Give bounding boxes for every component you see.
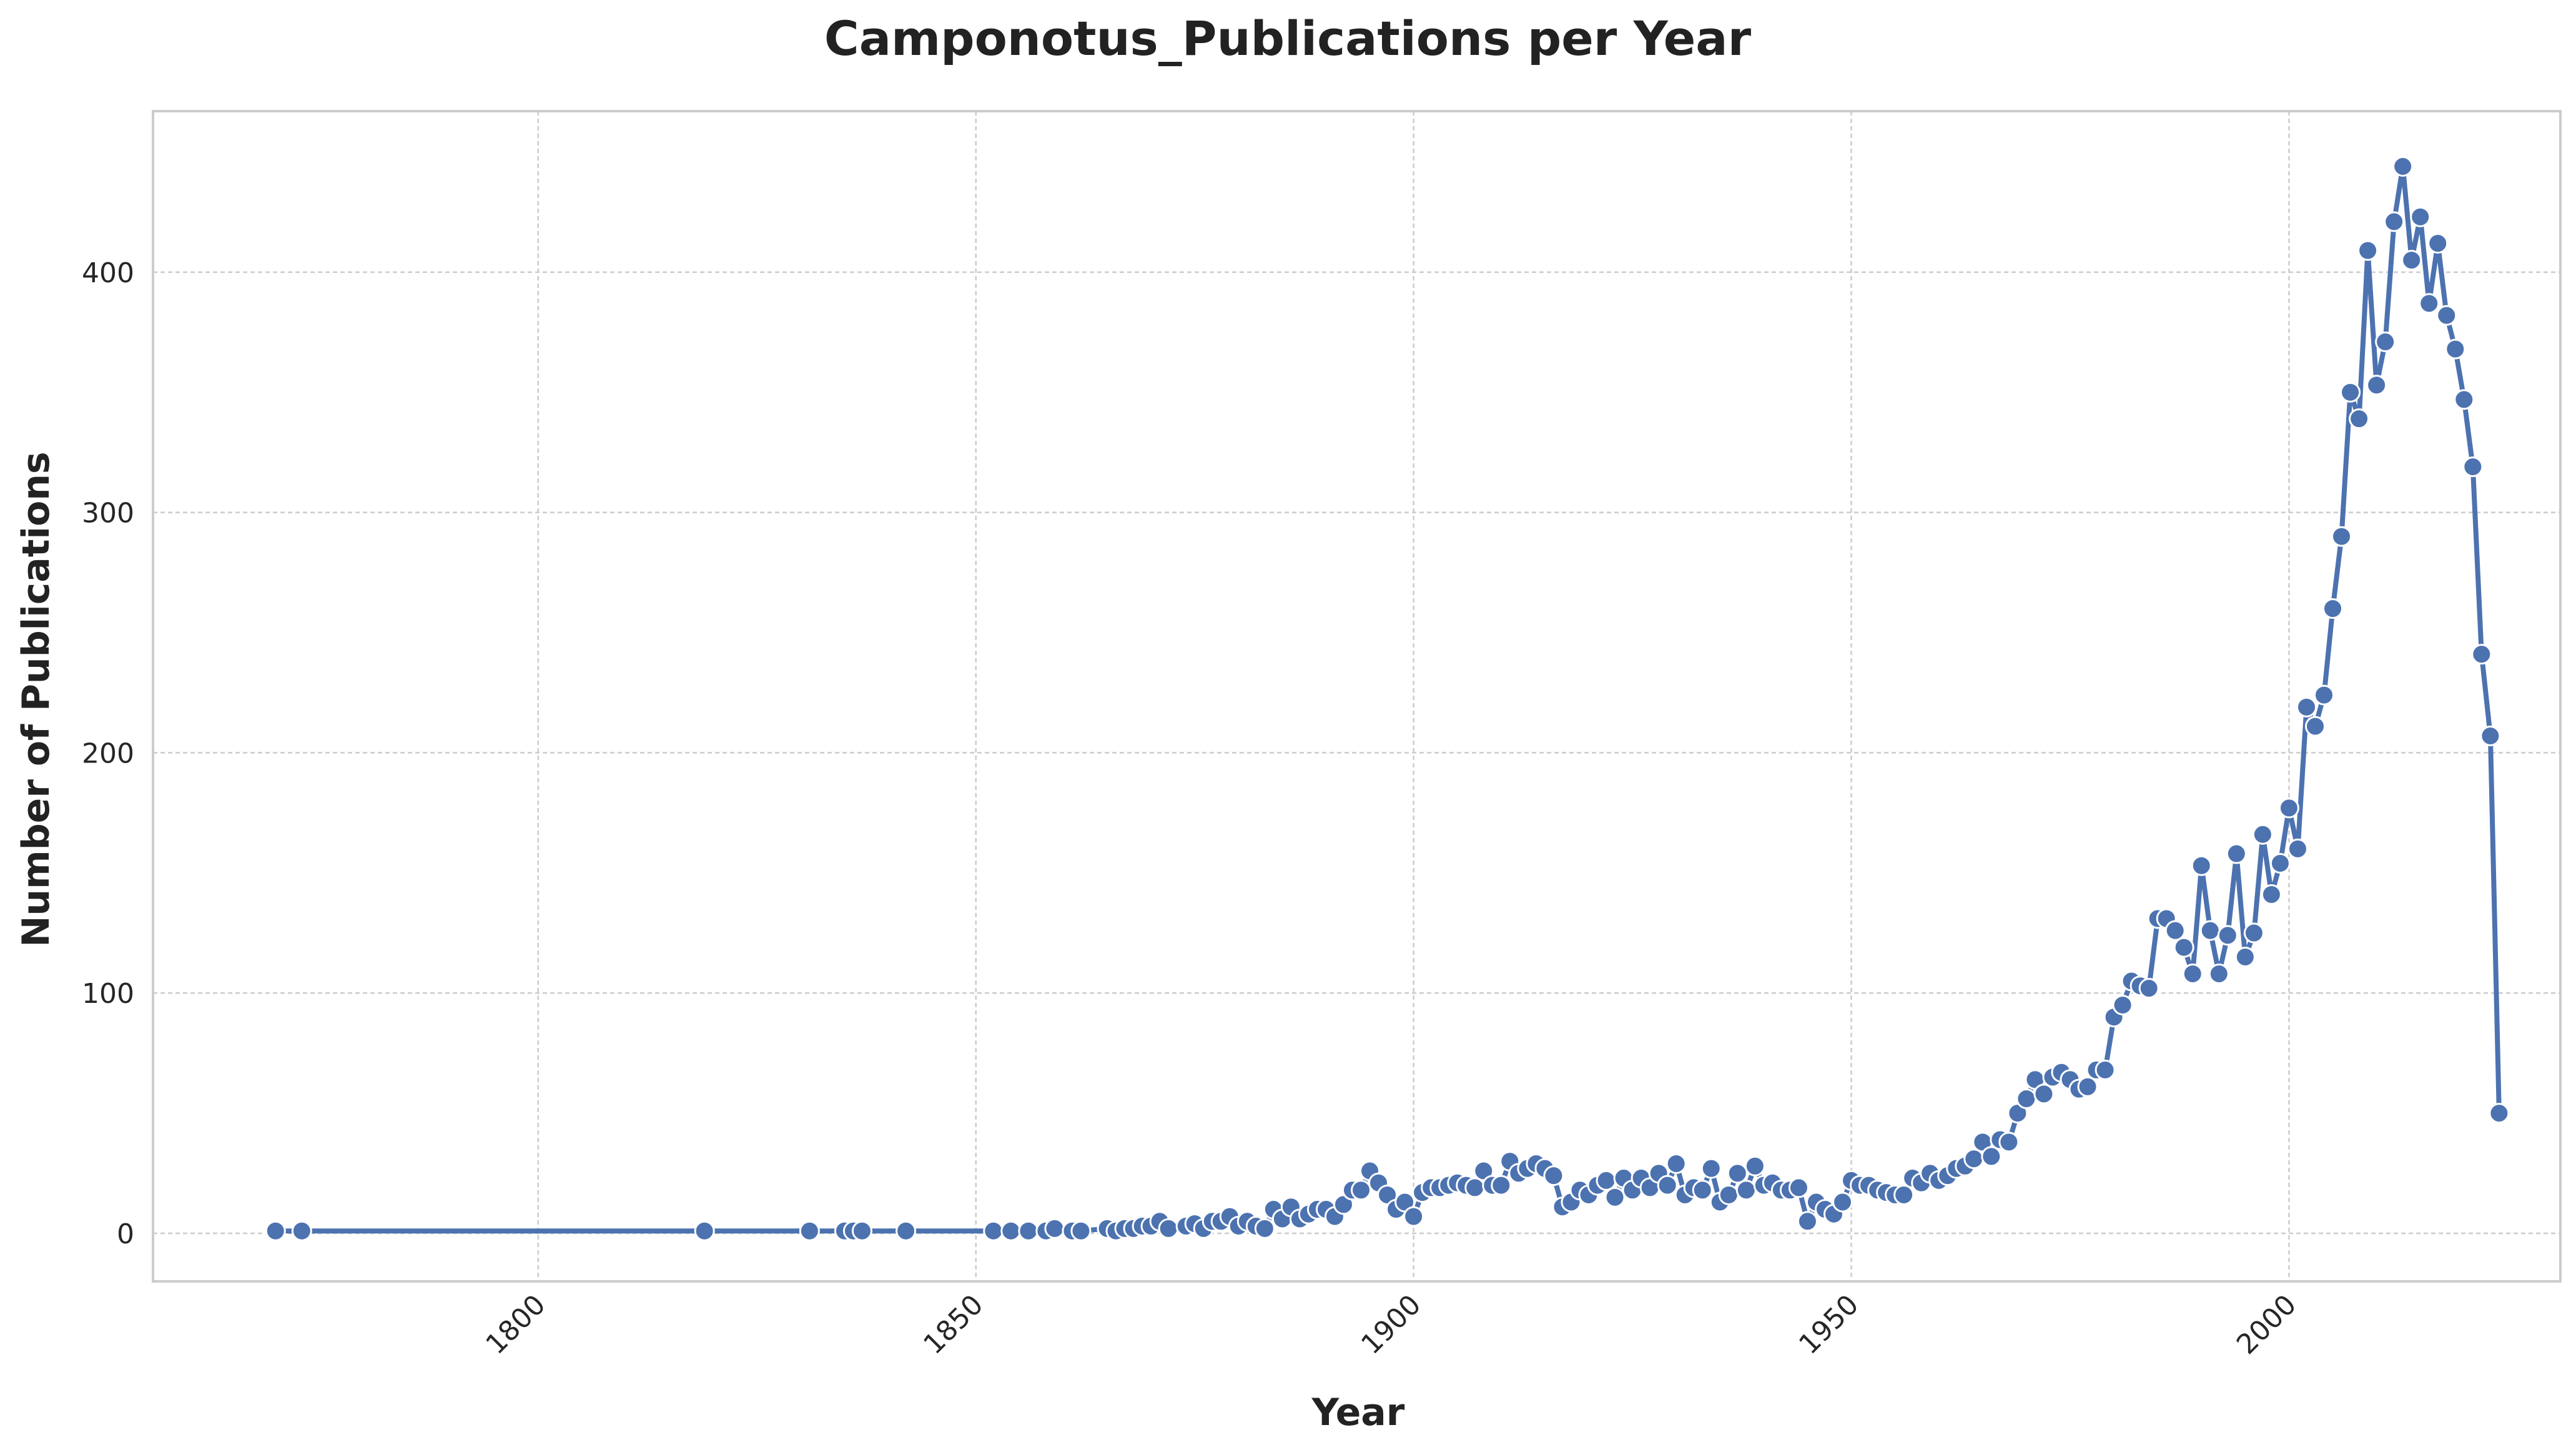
data-point	[1788, 1177, 1809, 1198]
data-point	[2480, 725, 2501, 746]
data-point	[1254, 1218, 1275, 1239]
data-point	[2217, 925, 2238, 946]
data-point	[2419, 293, 2440, 314]
data-point	[1596, 1170, 1617, 1191]
y-tick-label: 300	[82, 498, 134, 530]
data-point	[1070, 1220, 1092, 1241]
data-point	[1604, 1186, 1626, 1208]
data-point	[1963, 1148, 1985, 1170]
y-tick-label: 100	[82, 978, 134, 1010]
y-axis-label: Number of Publications	[14, 451, 58, 947]
data-point	[2208, 963, 2229, 984]
grid	[153, 111, 2560, 1281]
tick-labels: 1800 1850 1900 1950 2000 0 100 200 300 400	[82, 257, 2302, 1361]
data-point	[2462, 456, 2484, 478]
data-point	[2427, 233, 2449, 254]
data-point	[2191, 855, 2212, 876]
data-point	[1727, 1163, 1748, 1184]
series-layer	[265, 156, 2510, 1241]
data-point	[1491, 1175, 1512, 1196]
data-point	[2138, 978, 2159, 999]
data-point	[1403, 1206, 1424, 1227]
y-tick-label: 400	[82, 257, 134, 289]
data-point	[2261, 884, 2282, 905]
x-tick-label: 2000	[2231, 1289, 2302, 1361]
data-point	[1735, 1180, 1757, 1201]
data-point	[2340, 382, 2361, 403]
data-point	[1666, 1153, 1687, 1174]
data-point	[2410, 206, 2431, 227]
x-tick-label: 1900	[1355, 1289, 1427, 1361]
data-point	[2199, 920, 2221, 941]
data-point	[2234, 947, 2256, 968]
data-point	[1018, 1220, 1039, 1241]
series-line	[273, 164, 2502, 1234]
data-point	[1744, 1155, 1765, 1176]
data-point	[2471, 644, 2492, 665]
data-point	[291, 1220, 312, 1241]
data-point	[265, 1220, 286, 1241]
data-point	[2287, 838, 2308, 859]
data-point	[1700, 1158, 1722, 1179]
data-point	[2112, 994, 2133, 1015]
data-point	[2314, 684, 2335, 706]
data-point	[2357, 240, 2379, 261]
data-point	[2269, 852, 2291, 874]
data-point	[1981, 1146, 2002, 1167]
chart-title: Camponotus_Publications per Year	[824, 11, 1752, 66]
data-point	[2384, 211, 2405, 232]
data-point	[2445, 338, 2466, 360]
data-point	[2164, 920, 2186, 941]
data-point	[1044, 1218, 1065, 1239]
data-point	[1797, 1211, 1818, 1232]
data-point	[1543, 1165, 1564, 1186]
data-point	[896, 1220, 917, 1241]
data-point	[2296, 696, 2317, 718]
data-point	[2322, 598, 2344, 619]
data-point	[2173, 937, 2194, 958]
data-point	[1657, 1175, 1678, 1196]
data-point	[2182, 963, 2203, 984]
data-point	[2304, 716, 2326, 737]
data-point	[2033, 1083, 2055, 1105]
data-point	[1158, 1218, 1179, 1239]
x-tick-label: 1800	[480, 1289, 551, 1361]
x-tick-label: 1850	[917, 1289, 989, 1361]
data-point	[2077, 1076, 2098, 1097]
plot-frame	[152, 110, 2562, 1283]
data-point	[2349, 408, 2370, 430]
data-point	[2392, 156, 2414, 177]
data-point	[1832, 1191, 1853, 1213]
data-point	[1692, 1180, 1713, 1201]
data-point	[2331, 526, 2352, 547]
data-point	[694, 1220, 715, 1241]
y-tick-label: 0	[117, 1218, 134, 1250]
data-point	[1464, 1177, 1486, 1198]
data-point	[1718, 1184, 1739, 1205]
data-point	[2436, 305, 2457, 326]
data-point	[2489, 1103, 2510, 1124]
x-axis-label: Year	[1311, 1391, 1405, 1434]
data-point	[2016, 1088, 2037, 1110]
data-point	[2454, 389, 2475, 410]
data-point	[2375, 331, 2396, 352]
y-tick-label: 200	[82, 737, 134, 769]
data-point	[2095, 1059, 2116, 1080]
data-point	[2366, 375, 2387, 396]
data-point	[851, 1220, 872, 1241]
data-point	[983, 1220, 1004, 1241]
data-point	[1000, 1220, 1022, 1241]
data-point	[2252, 824, 2273, 845]
data-point	[2243, 922, 2264, 944]
data-point	[2401, 250, 2422, 271]
data-point	[1998, 1132, 2020, 1153]
data-point	[2278, 797, 2299, 819]
data-point	[1893, 1184, 1915, 1205]
data-point	[799, 1220, 820, 1241]
x-tick-label: 1950	[1793, 1289, 1865, 1361]
data-point	[1351, 1180, 1372, 1201]
data-point	[2226, 843, 2247, 864]
